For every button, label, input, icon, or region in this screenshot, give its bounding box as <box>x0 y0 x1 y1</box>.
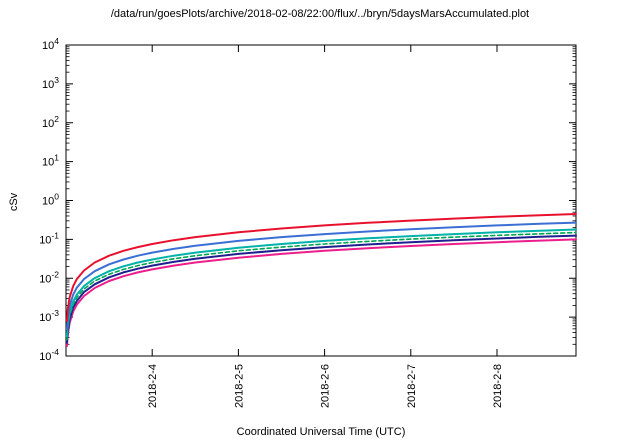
y-tick-label: 100 <box>42 192 59 208</box>
x-tick-label: 2018-2-7 <box>406 364 418 408</box>
y-tick-label: 10-2 <box>39 269 59 285</box>
x-tick-label: 2018-2-4 <box>147 364 159 408</box>
series-line-blue-curve <box>65 221 577 331</box>
x-axis-label: Coordinated Universal Time (UTC) <box>236 426 406 438</box>
series-line-red-curve <box>65 213 577 323</box>
series-line-cyan-curve <box>65 228 577 338</box>
y-tick-label: 101 <box>42 153 59 169</box>
x-tick-label: 2018-2-6 <box>320 364 332 408</box>
x-tick-label: 2018-2-5 <box>233 364 245 408</box>
y-tick-label: 103 <box>42 75 59 91</box>
y-tick-label: 10-4 <box>39 347 59 363</box>
y-tick-label: 104 <box>42 36 59 52</box>
series-line-magenta-curve <box>65 238 577 348</box>
y-tick-label: 102 <box>42 114 59 130</box>
y-tick-label: 10-1 <box>39 230 59 246</box>
x-tick-label: 2018-2-8 <box>492 364 504 408</box>
plot-title: /data/run/goesPlots/archive/2018-02-08/2… <box>110 8 530 20</box>
plot-border <box>65 44 577 357</box>
y-tick-label: 10-3 <box>39 308 59 324</box>
series-line-green-dashed-curve <box>66 231 577 341</box>
series-line-navy-curve <box>65 234 577 344</box>
